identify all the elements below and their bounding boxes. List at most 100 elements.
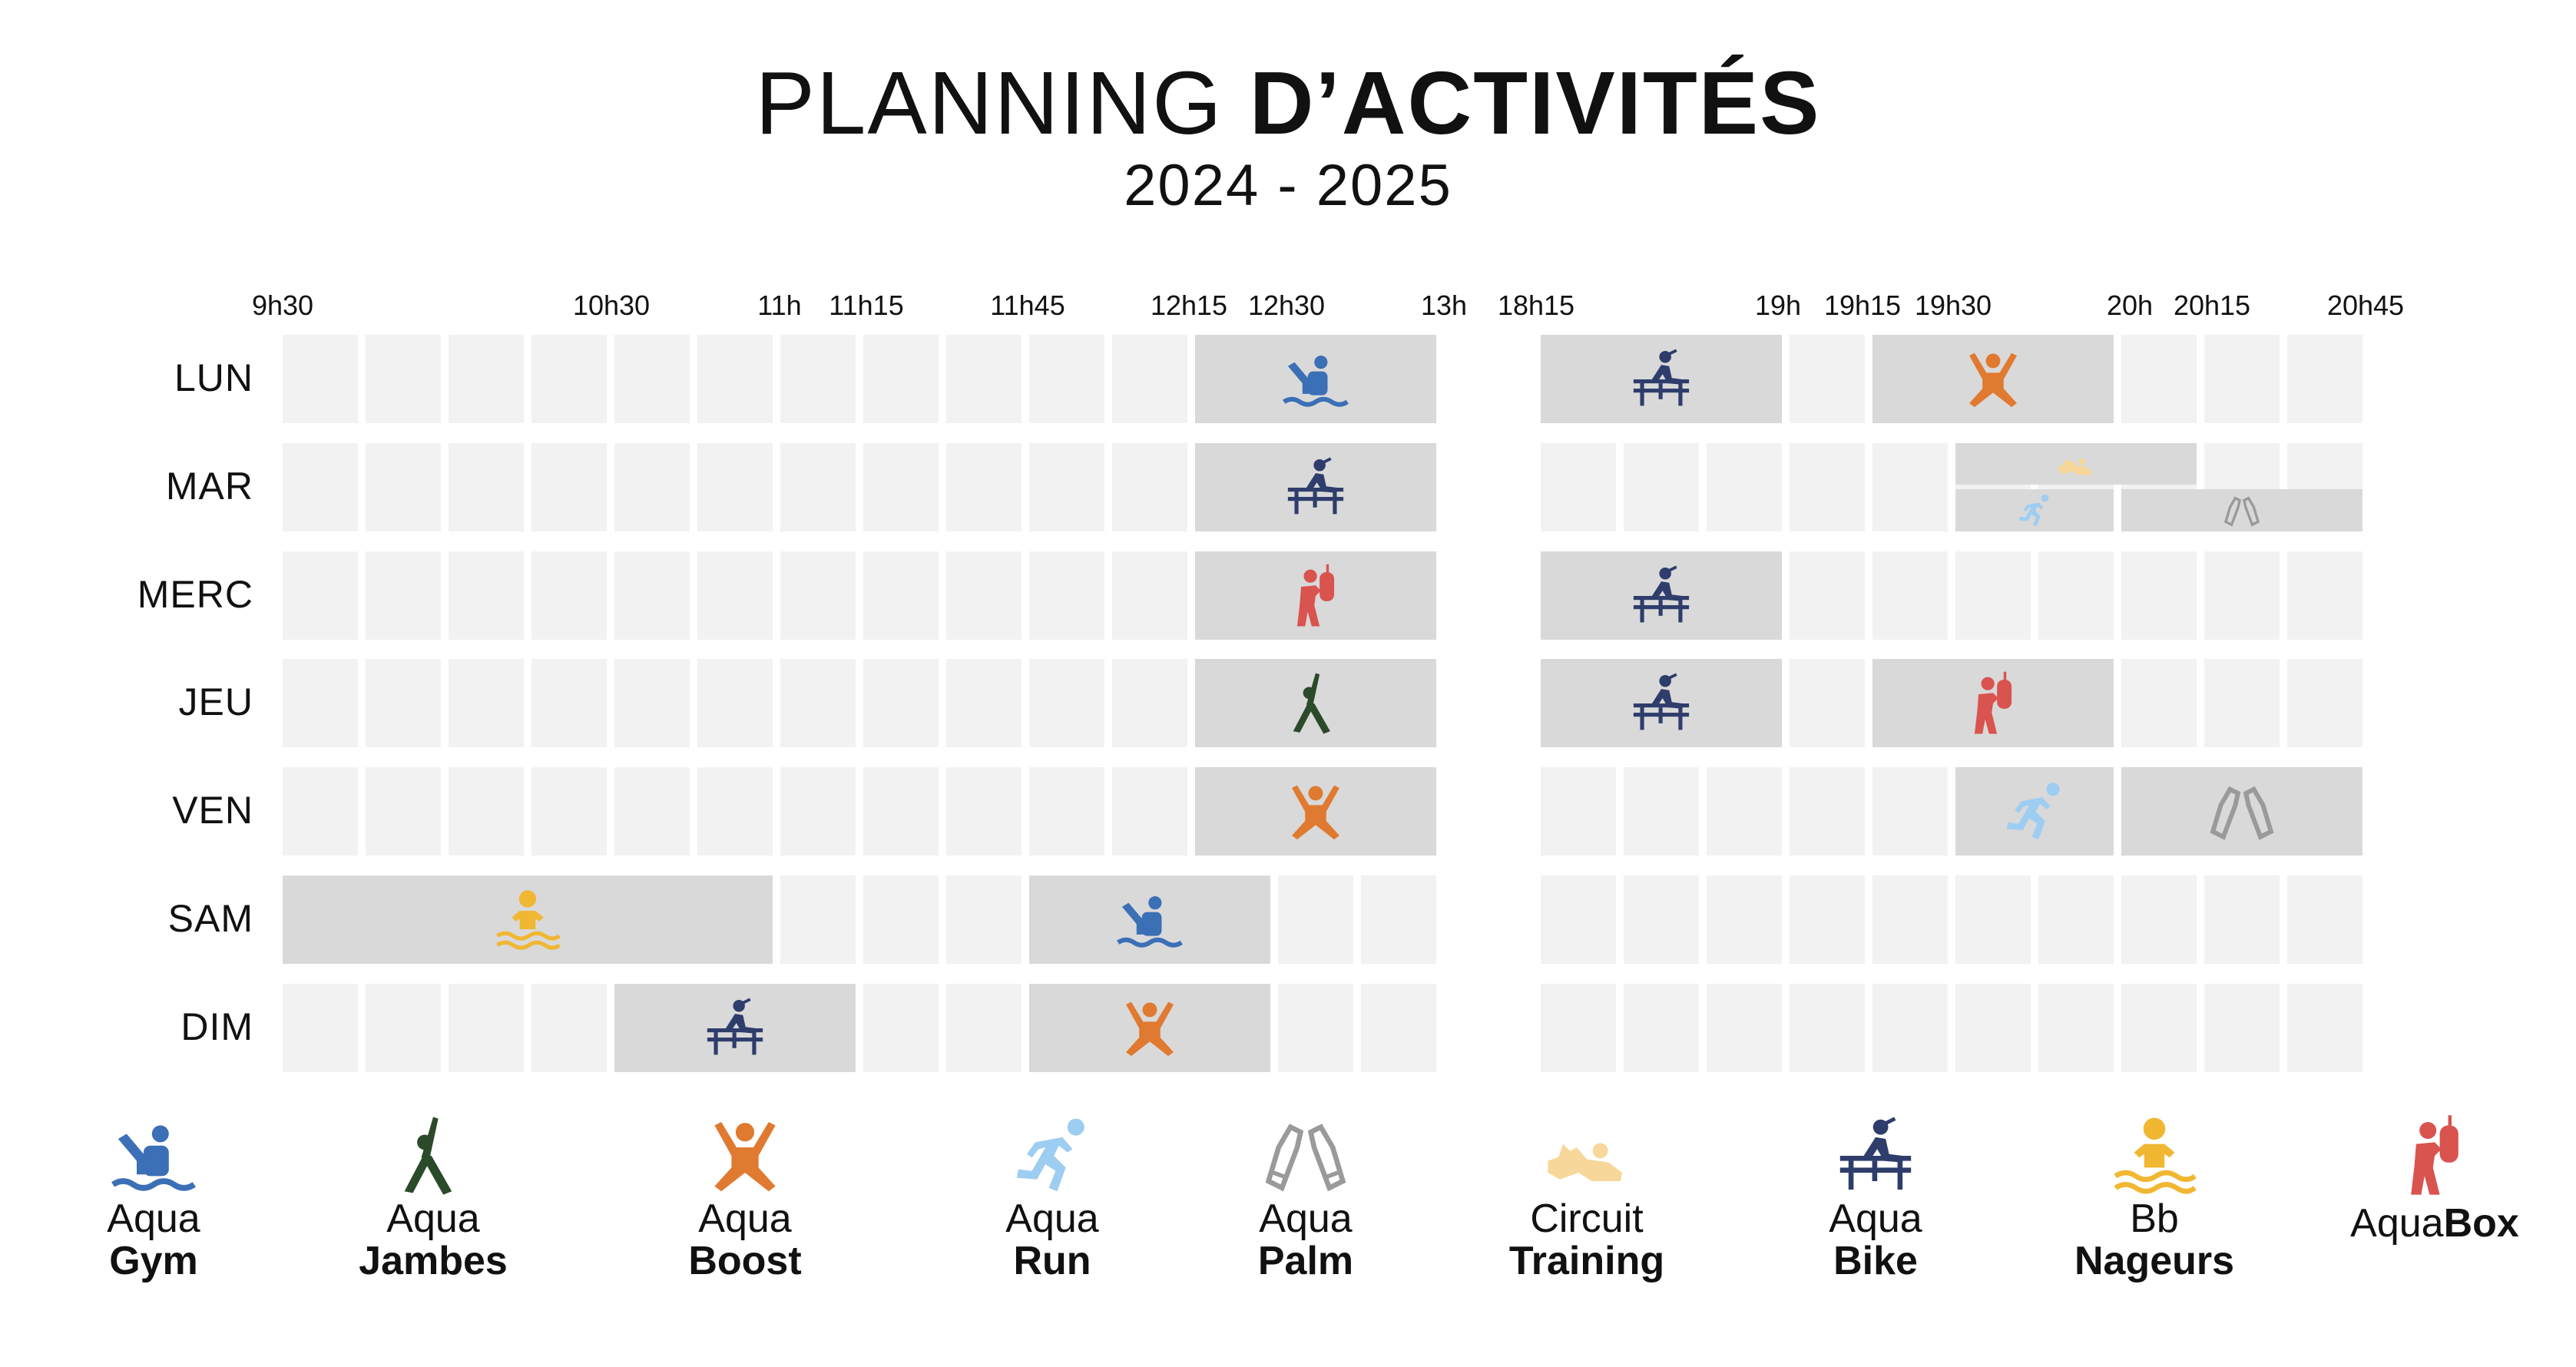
schedule-cell — [863, 767, 939, 856]
schedule-cell — [1872, 984, 1948, 1072]
schedule-cell — [1541, 443, 1616, 531]
schedule-cell — [449, 659, 524, 747]
legend-line1: Aqua — [1005, 1197, 1099, 1241]
schedule-cell — [946, 659, 1021, 747]
schedule-cell — [946, 767, 1021, 856]
schedule-cell — [780, 551, 856, 640]
day-label: DIM — [180, 1005, 253, 1048]
time-label: 18h15 — [1497, 290, 1575, 321]
schedule-cell — [531, 984, 607, 1072]
schedule-cell — [283, 551, 358, 640]
day-label: VEN — [172, 789, 253, 832]
schedule-cell — [449, 767, 524, 856]
schedule-cell — [531, 443, 607, 531]
cyclist-icon — [1287, 456, 1344, 514]
title-light: PLANNING — [755, 53, 1250, 153]
legend-line1: Aqua — [2350, 1201, 2444, 1246]
schedule-cell — [2204, 875, 2280, 964]
schedule-cell — [1112, 767, 1187, 856]
schedule-cell — [2121, 875, 2197, 964]
schedule-cell — [1541, 767, 1616, 856]
schedule-cell — [1112, 659, 1187, 747]
day-label: MERC — [137, 573, 253, 616]
swim-fins-icon — [1265, 1124, 1346, 1192]
schedule-cell — [614, 335, 690, 423]
schedule-cell — [697, 659, 773, 747]
schedule-cell — [2121, 551, 2197, 640]
day-label: MAR — [165, 465, 253, 508]
activity-block-boost — [1029, 984, 1270, 1072]
schedule-cell — [283, 984, 358, 1072]
schedule-cell — [780, 875, 856, 964]
time-label: 20h15 — [2173, 290, 2251, 321]
schedule-cell — [1707, 443, 1782, 531]
schedule-cell — [614, 659, 690, 747]
time-label: 11h — [757, 290, 802, 321]
title-bold: D’ACTIVITÉS — [1249, 53, 1821, 153]
legend-line2: Nageurs — [2074, 1238, 2235, 1283]
activity-block-palm — [2121, 767, 2362, 856]
schedule-cell — [1790, 984, 1865, 1072]
time-label: 13h — [1420, 290, 1468, 321]
time-label: 9h30 — [251, 290, 314, 321]
cyclist-icon — [1633, 672, 1690, 730]
legend-aqua-box: AquaBox — [2312, 1114, 2558, 1245]
schedule-cell — [863, 984, 939, 1072]
legend-line1: Aqua — [386, 1197, 480, 1241]
pushup-icon — [2058, 458, 2092, 475]
jumping-person-icon — [1126, 1001, 1174, 1056]
activity-block-boost — [1872, 335, 2114, 423]
schedule-cell — [863, 335, 939, 423]
leg-stretch-icon — [404, 1117, 452, 1195]
schedule-cell — [1541, 875, 1616, 964]
schedule-cell — [283, 335, 358, 423]
schedule-cell — [2287, 984, 2362, 1072]
activity-block-jambes — [1195, 659, 1436, 747]
schedule-cell — [1541, 984, 1616, 1072]
schedule-cell — [531, 767, 607, 856]
legend-aqua-jambes: Aqua Jambes — [310, 1114, 556, 1282]
legend-line2: Training — [1508, 1238, 1665, 1283]
schedule-cell — [780, 659, 856, 747]
schedule-cell — [366, 551, 441, 640]
schedule-cell — [2287, 659, 2362, 747]
schedule-cell — [1707, 984, 1782, 1072]
schedule-cell — [1029, 659, 1104, 747]
schedule-cell — [697, 335, 773, 423]
boxer-icon — [2411, 1115, 2458, 1195]
runner-icon — [1016, 1118, 1084, 1192]
legend-circuit-training: Circuit Training — [1464, 1114, 1710, 1282]
schedule-cell — [863, 551, 939, 640]
schedule-cell — [614, 767, 690, 856]
schedule-cell — [2204, 335, 2280, 423]
schedule-cell — [449, 335, 524, 423]
schedule-cell — [1790, 767, 1865, 856]
schedule-cell — [946, 984, 1021, 1072]
time-label: 19h30 — [1914, 290, 1992, 321]
day-label: JEU — [178, 680, 253, 723]
schedule-cell — [863, 659, 939, 747]
jumping-person-icon — [1292, 785, 1339, 839]
activity-block-run — [1955, 489, 2114, 531]
legend-line2: Boost — [688, 1238, 802, 1283]
activity-block-gym — [1195, 335, 1436, 423]
schedule-cell — [1361, 984, 1436, 1072]
activity-block-palm — [2121, 489, 2362, 531]
legend-line1: Aqua — [107, 1197, 200, 1241]
schedule-cell — [2204, 551, 2280, 640]
day-label: LUN — [174, 356, 253, 399]
schedule-cell — [2287, 335, 2362, 423]
time-label: 12h30 — [1247, 290, 1326, 321]
legend-line1: Bb — [2130, 1197, 2179, 1241]
schedule-cell — [1361, 875, 1436, 964]
schedule-cell — [1029, 767, 1104, 856]
swimmer-wave-icon — [1117, 895, 1183, 948]
time-label: 19h — [1754, 290, 1802, 321]
legend-line2: Gym — [109, 1238, 198, 1283]
legend-aqua-run: Aqua Run — [929, 1114, 1175, 1282]
activity-block-run — [1955, 767, 2114, 856]
schedule-cell — [366, 335, 441, 423]
schedule-cell — [1790, 875, 1865, 964]
schedule-cell — [1955, 875, 2031, 964]
schedule-cell — [780, 335, 856, 423]
